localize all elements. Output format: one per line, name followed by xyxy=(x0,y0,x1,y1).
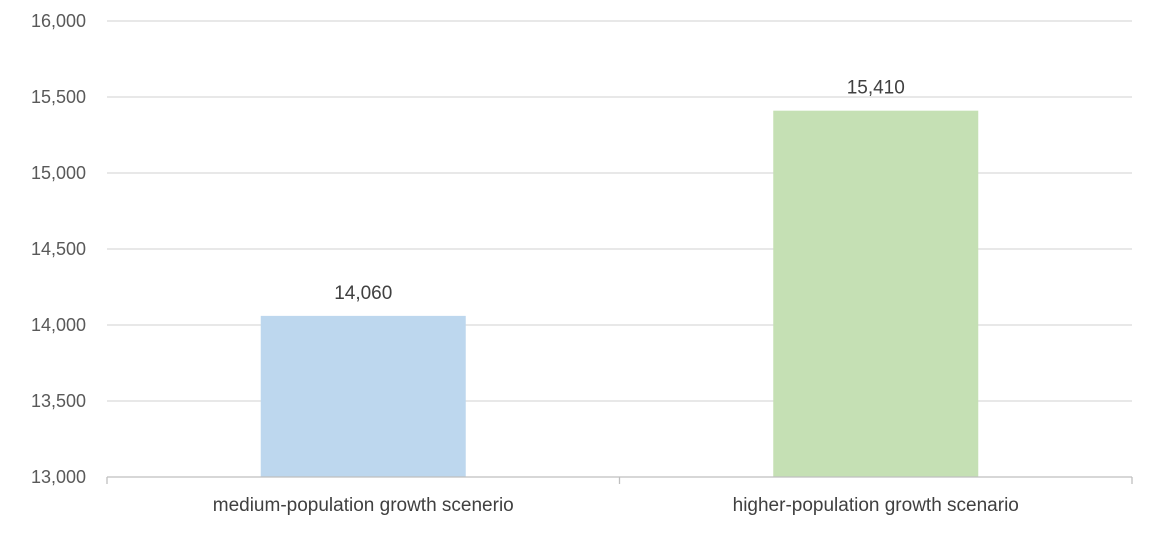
y-tick-label: 13,500 xyxy=(31,391,86,411)
x-category-label: medium-population growth scenerio xyxy=(213,495,514,516)
y-tick-label: 13,000 xyxy=(31,467,86,487)
y-axis-tick-labels: 13,000 13,500 14,000 14,500 15,000 15,500 16,0… xyxy=(31,11,86,487)
y-tick-label: 15,500 xyxy=(31,87,86,107)
y-tick-label: 15,000 xyxy=(31,163,86,183)
x-category-label: higher-population growth scenario xyxy=(733,495,1019,516)
y-tick-label: 14,000 xyxy=(31,315,86,335)
x-axis xyxy=(106,476,1133,484)
data-label: 15,410 xyxy=(847,78,905,99)
data-label: 14,060 xyxy=(334,283,392,304)
y-tick-label: 16,000 xyxy=(31,11,86,31)
data-labels: 14,060 15,410 xyxy=(334,78,905,304)
bars xyxy=(260,110,979,478)
bar xyxy=(773,110,979,478)
y-tick-label: 14,500 xyxy=(31,239,86,259)
bar xyxy=(260,315,466,477)
x-axis-category-labels: medium-population growth scenerio higher-… xyxy=(213,495,1019,516)
